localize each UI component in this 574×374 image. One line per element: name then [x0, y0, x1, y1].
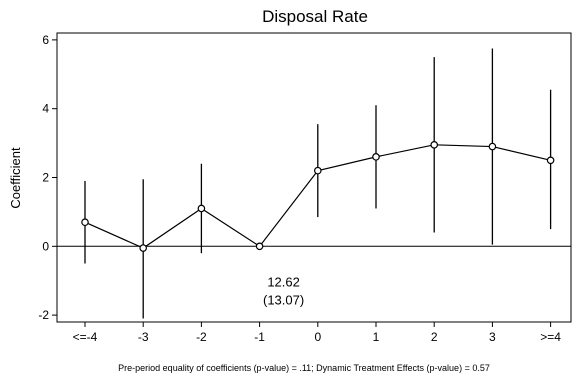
data-point	[372, 153, 380, 161]
annotation-standard-error: (13.07)	[263, 293, 304, 308]
annotation-estimate: 12.62	[267, 275, 300, 290]
confidence-intervals	[84, 48, 552, 319]
data-point	[488, 142, 497, 151]
x-tick-label: <=-4	[73, 330, 98, 344]
chart-note: Pre-period equality of coefficients (p-v…	[118, 363, 490, 373]
data-point	[313, 166, 322, 175]
data-point	[546, 156, 555, 165]
x-tick-label: 1	[373, 330, 380, 344]
data-point	[430, 141, 439, 149]
x-tick-label: >=4	[540, 330, 561, 344]
x-axis-ticks: <=-4 -3 -2 -1 0 1 2 3 >=4	[73, 322, 561, 344]
y-tick-label: 0	[42, 239, 49, 253]
plot-frame	[56, 32, 572, 323]
data-point	[255, 242, 264, 251]
y-tick-label: 4	[42, 102, 49, 116]
data-point	[81, 218, 89, 227]
x-tick-label: 0	[314, 330, 321, 344]
y-axis-ticks: -2 0 2 4 6	[38, 33, 57, 322]
x-tick-label: -2	[196, 330, 207, 344]
chart-title: Disposal Rate	[262, 7, 368, 26]
x-tick-label: -3	[138, 330, 149, 344]
x-tick-label: -1	[254, 330, 265, 344]
x-tick-label: 2	[431, 330, 438, 344]
data-point	[139, 244, 148, 252]
y-tick-label: -2	[38, 308, 49, 322]
coefficient-points	[81, 141, 555, 252]
x-tick-label: 3	[489, 330, 496, 344]
y-tick-label: 6	[42, 33, 49, 47]
y-axis-label: Coefficient	[8, 147, 23, 209]
data-point	[197, 204, 206, 213]
y-tick-label: 2	[42, 171, 49, 185]
